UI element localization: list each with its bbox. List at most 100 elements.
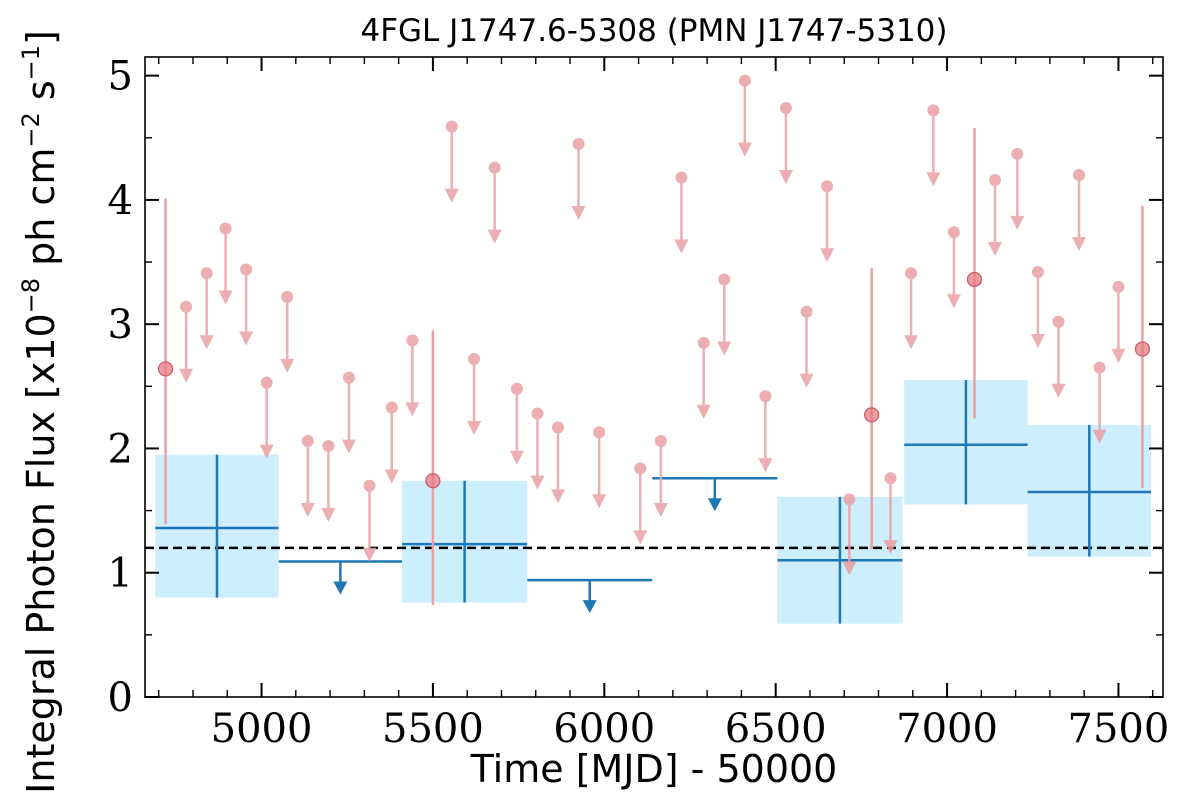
short-bin-limit-marker <box>180 300 193 313</box>
short-bin-upper-limit <box>904 267 919 350</box>
short-bin-limit-arrow <box>487 229 502 244</box>
y-axis-label-exp1: −8 <box>17 278 45 313</box>
short-bin-upper-limit <box>300 435 315 517</box>
long-bin-upper-limit <box>527 578 653 614</box>
short-bin-limit-arrow <box>799 373 814 388</box>
y-axis-label-exp2: −2 <box>17 112 45 147</box>
short-bin-limit-arrow <box>926 172 941 187</box>
short-bin-limit-arrow <box>509 450 524 465</box>
short-bin-upper-limit <box>444 120 459 203</box>
short-bin-limit-arrow <box>362 547 377 562</box>
short-bin-limit-marker <box>843 493 856 506</box>
short-bin-limit-marker <box>510 382 523 395</box>
y-tick-label: 2 <box>108 426 133 472</box>
y-axis-label-suffix: ] <box>19 30 63 45</box>
short-bin-upper-limit <box>259 376 274 459</box>
short-bin-limit-marker <box>260 376 273 389</box>
short-bin-limit-arrow <box>551 489 566 504</box>
short-bin-limit-marker <box>531 407 544 420</box>
x-axis-label: Time [MJD] - 50000 <box>470 747 838 791</box>
short-bin-marker <box>966 271 983 288</box>
short-bin-upper-limit <box>280 290 295 373</box>
short-bin-upper-limit <box>988 174 1003 257</box>
short-bin-upper-limit <box>799 305 814 388</box>
short-bin-upper-limit <box>1072 169 1087 252</box>
short-bin-limit-marker <box>301 435 314 447</box>
short-bin-upper-limit <box>1111 280 1126 363</box>
long-bin-point <box>402 480 528 603</box>
short-bin-limit-arrow <box>1111 348 1126 363</box>
y-tick-label: 1 <box>108 551 133 597</box>
short-bin-limit-arrow <box>341 439 356 454</box>
short-bin-limit-arrow <box>842 561 857 576</box>
short-bin-upper-limit <box>551 421 566 504</box>
short-bin-limit-arrow <box>530 475 545 490</box>
y-tick-label: 3 <box>108 302 133 348</box>
short-bin-marker <box>864 407 880 423</box>
short-bin-limit-marker <box>821 180 834 193</box>
short-bin-upper-limit <box>218 222 233 305</box>
y-axis-label-prefix: Integral Photon Flux [x10 <box>19 313 63 794</box>
short-bin-limit-arrow <box>321 507 336 522</box>
short-bin-limit-arrow <box>674 239 689 254</box>
short-bin-limit-marker <box>1073 169 1086 182</box>
short-bin-detection <box>425 330 441 606</box>
short-bin-upper-limit <box>1092 361 1107 444</box>
chart-title: 4FGL J1747.6-5308 (PMN J1747-5310) <box>360 13 947 49</box>
y-axis-label-exp3: −1 <box>17 45 45 80</box>
axes-border <box>144 56 1164 698</box>
short-bin-limit-arrow <box>571 205 586 220</box>
long-bin-upper-limit <box>278 560 403 595</box>
short-bin-upper-limit <box>883 472 898 555</box>
short-bin-upper-limit <box>696 336 711 419</box>
short-bin-detection <box>966 127 983 419</box>
short-bin-upper-limit <box>487 161 502 244</box>
long-bin-limit-arrow <box>582 600 597 614</box>
short-bin-limit-arrow <box>988 242 1003 257</box>
short-bin-upper-limit <box>592 426 607 509</box>
x-tick-label: 6500 <box>725 706 827 752</box>
short-bin-limit-arrow <box>384 469 399 484</box>
short-bin-upper-limit <box>653 435 668 517</box>
short-bin-marker <box>157 361 174 377</box>
short-bin-limit-arrow <box>259 444 274 459</box>
short-bin-limit-arrow <box>737 142 752 157</box>
short-bin-limit-marker <box>281 290 294 303</box>
short-bin-limit-arrow <box>633 530 648 545</box>
short-bin-detection <box>1134 206 1151 489</box>
short-bin-upper-limit <box>467 352 482 435</box>
short-bin-marker <box>425 473 441 489</box>
short-bin-limit-arrow <box>179 368 194 383</box>
short-bin-limit-marker <box>406 334 419 347</box>
short-bin-limit-marker <box>738 74 751 87</box>
short-bin-limit-marker <box>200 267 213 280</box>
short-bin-limit-marker <box>947 226 960 239</box>
short-bin-limit-marker <box>718 273 731 286</box>
short-bin-limit-arrow <box>717 341 732 356</box>
short-bin-upper-limit <box>1051 315 1066 398</box>
y-tick-label: 0 <box>108 675 133 721</box>
long-bin-upper-limit <box>652 477 778 512</box>
short-bin-limit-arrow <box>758 458 773 473</box>
long-bin-point <box>777 496 903 624</box>
short-bin-upper-limit <box>737 74 752 157</box>
short-bin-detection <box>864 268 880 550</box>
long-bin-point <box>1027 424 1152 557</box>
short-bin-limit-marker <box>675 171 688 184</box>
short-bin-limit-arrow <box>280 358 295 373</box>
short-bin-limit-arrow <box>946 294 961 309</box>
short-bin-limit-arrow <box>300 503 315 517</box>
short-bin-limit-marker <box>1052 315 1065 328</box>
short-bin-marker <box>1134 341 1151 357</box>
short-bin-limit-marker <box>1093 361 1106 374</box>
short-bin-limit-arrow <box>1092 429 1107 444</box>
short-bin-limit-arrow <box>1051 383 1066 398</box>
short-bin-limit-arrow <box>218 290 233 305</box>
x-tick-label: 5500 <box>382 706 484 752</box>
short-bin-upper-limit <box>633 462 648 545</box>
short-bin-limit-marker <box>654 435 667 447</box>
short-bin-upper-limit <box>405 334 420 417</box>
short-bin-limit-arrow <box>592 494 607 509</box>
short-bin-limit-marker <box>634 462 647 475</box>
short-bin-limit-arrow <box>778 169 793 184</box>
